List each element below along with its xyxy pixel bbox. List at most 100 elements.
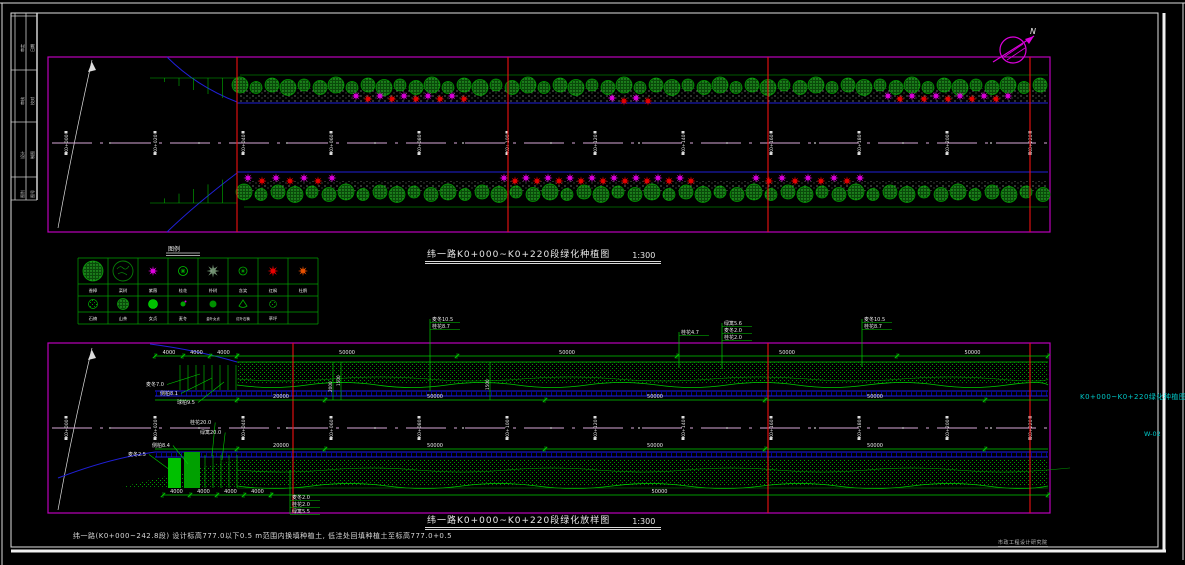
layout-plan: K0+000 K0+020 K0+040 K0+060 K0+080 K0+100 K0+1…: [47, 316, 1071, 515]
flower-symbol: [271, 173, 281, 183]
tree-symbol-highlight: [351, 82, 358, 89]
station-tick: [241, 152, 245, 155]
arrow-marker-icon: [88, 62, 96, 72]
tree-symbol: [815, 185, 829, 199]
tree-symbol: [627, 187, 643, 202]
flower-symbol: [642, 176, 652, 186]
tree-symbol: [423, 187, 439, 202]
planting-plan-title: 纬一路K0+000~K0+220段绿化种植图 1:300: [425, 247, 662, 264]
tree-symbol: [729, 81, 743, 94]
sheet-number: W-02: [1144, 430, 1161, 438]
legend-symbol: [238, 299, 248, 308]
centerline-dot: [550, 142, 552, 144]
tree-symbol: [643, 183, 661, 201]
tree-symbol-highlight: [328, 188, 335, 196]
centerline-dot: [198, 142, 200, 144]
flower-symbol: [521, 173, 531, 183]
legend-symbol: [180, 301, 186, 307]
tree-symbol: [439, 183, 457, 201]
flower-symbol: [243, 173, 253, 183]
dimension-label: 50000: [339, 350, 355, 356]
tree-symbol-highlight: [481, 186, 488, 193]
station-label: K0+120: [593, 419, 599, 438]
plan-border: [47, 342, 1051, 514]
callout-label: 桂花8.7: [432, 323, 450, 330]
tree-symbol-highlight: [583, 186, 590, 193]
tree-symbol-highlight: [927, 82, 934, 89]
tree-symbol: [933, 187, 949, 202]
dimension-label: 50000: [867, 394, 883, 400]
dimension-label: 50000: [427, 443, 443, 449]
tree-symbol-highlight: [399, 80, 406, 86]
tree-symbol-highlight: [703, 81, 710, 89]
legend-label: 香樟: [89, 287, 97, 294]
centerline-dot: [462, 427, 464, 429]
legend-symbol: [209, 300, 217, 308]
callout-leader: [148, 454, 171, 471]
tree-symbol-highlight: [271, 79, 278, 86]
dimension-label: 50000: [779, 350, 795, 356]
station-tick: [857, 152, 861, 155]
flower-symbol: [943, 94, 953, 104]
flower-symbol: [411, 94, 421, 104]
tree-symbol-highlight: [959, 81, 967, 89]
centerline-dot: [638, 142, 640, 144]
tree-symbol: [356, 188, 370, 201]
flower-symbol: [777, 173, 787, 183]
tree-symbol: [888, 80, 904, 95]
station-tick: [329, 437, 333, 440]
tree-symbol: [792, 80, 808, 95]
flower-symbol: [543, 173, 553, 183]
tree-symbol-highlight: [668, 189, 675, 196]
tree-symbol: [898, 186, 916, 203]
tree-symbol-highlight: [277, 186, 284, 193]
station-tick: [769, 437, 773, 440]
legend-symbol: [178, 266, 188, 276]
tree-symbol: [286, 186, 304, 203]
tree-symbol: [663, 79, 681, 96]
station-tick: [681, 152, 685, 155]
tree-symbol-highlight: [495, 80, 502, 86]
tree-symbol-highlight: [260, 189, 267, 196]
station-tick: [681, 131, 685, 134]
station-tick: [593, 437, 597, 440]
tree-symbol-highlight: [639, 82, 646, 89]
flower-symbol: [375, 91, 385, 101]
dimension-label: 1500: [336, 375, 341, 386]
tree-symbol: [600, 80, 616, 95]
legend-label: 山茶: [119, 315, 128, 322]
legend-title: 图例: [168, 245, 180, 253]
flower-symbol: [816, 176, 826, 186]
station-tick: [153, 152, 157, 155]
flower-symbol: [653, 173, 663, 183]
title-block-text: 设计: [19, 151, 25, 159]
tree-symbol: [249, 81, 263, 94]
title-block-text: 制图: [29, 151, 35, 159]
tree-symbol: [1032, 77, 1048, 93]
station-tick: [153, 131, 157, 134]
station-label: K0+200: [945, 419, 951, 438]
road-edge-curve: [57, 59, 93, 229]
flower-symbol: [313, 176, 323, 186]
flower-symbol: [299, 173, 309, 183]
tree-symbol: [984, 184, 1000, 200]
station-tick: [64, 416, 68, 419]
dimension-label: 50000: [652, 489, 668, 495]
flower-symbol: [435, 94, 445, 104]
legend-symbol: [298, 266, 308, 276]
station-label: K0+140: [681, 134, 687, 153]
legend-symbol: [269, 300, 277, 308]
tree-symbol: [999, 76, 1017, 94]
centerline-dot: [726, 427, 728, 429]
tree-symbol-highlight: [575, 81, 583, 89]
tree-symbol: [254, 188, 268, 201]
flower-symbol: [883, 91, 893, 101]
flower-symbol: [664, 176, 674, 186]
tree-symbol: [694, 186, 712, 203]
tree-symbol-highlight: [463, 79, 470, 86]
tree-symbol: [949, 183, 967, 201]
tree-symbol-highlight: [911, 78, 919, 86]
tree-symbol: [855, 79, 873, 96]
